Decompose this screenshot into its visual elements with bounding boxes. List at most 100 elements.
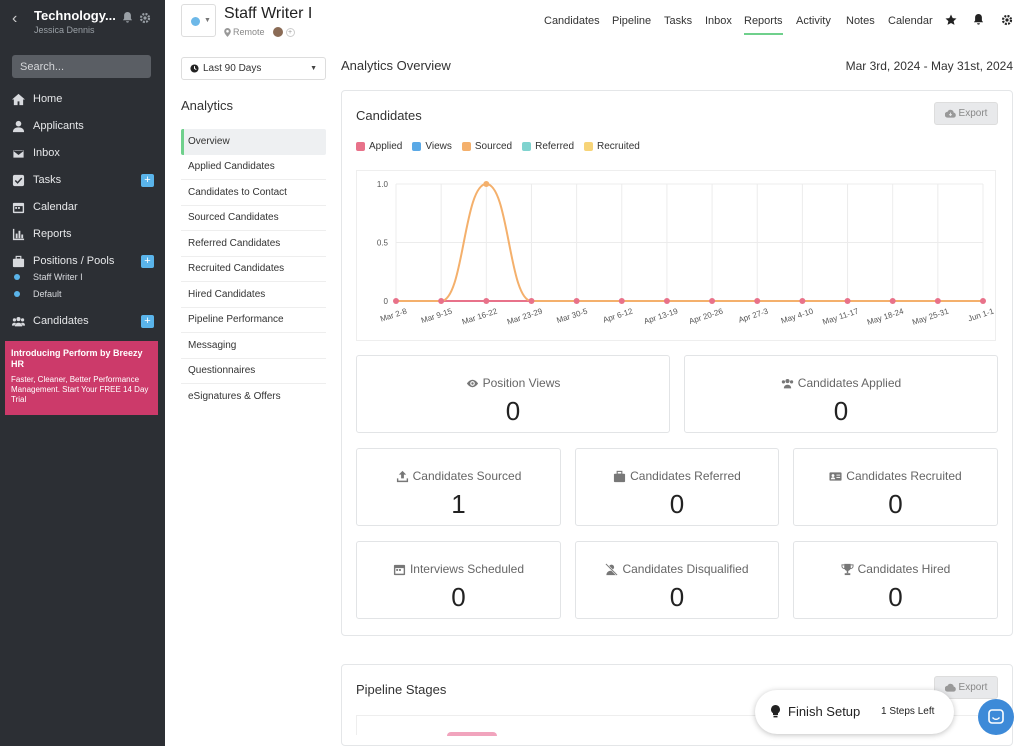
nav-tasks[interactable]: Tasks + [12, 171, 154, 189]
stat-label: Candidates Hired [857, 562, 951, 576]
stat-label-row: Candidates Hired [794, 562, 997, 576]
add-position-button[interactable]: + [141, 255, 154, 268]
analytics-menu-item[interactable]: Applied Candidates [181, 155, 326, 180]
users-icon [12, 316, 25, 326]
stat-label-row: Position Views [357, 376, 669, 390]
analytics-menu-item[interactable]: Pipeline Performance [181, 308, 326, 333]
tab-inbox[interactable]: Inbox [705, 15, 732, 27]
bell-icon[interactable] [122, 12, 133, 24]
tab-tasks[interactable]: Tasks [664, 15, 693, 27]
chevron-down-icon: ▼ [204, 17, 211, 24]
candidates-card: Candidates Export Applied Views Sourced … [341, 90, 1013, 636]
analytics-menu-item[interactable]: Hired Candidates [181, 282, 326, 308]
analytics-menu-item[interactable]: Candidates to Contact [181, 180, 326, 206]
stat-label-row: Candidates Sourced [357, 469, 560, 483]
nav-positions[interactable]: Positions / Pools + [12, 252, 154, 270]
legend-swatch [356, 142, 365, 151]
tab-calendar[interactable]: Calendar [888, 15, 933, 27]
stat-card[interactable]: Candidates Referred 0 [575, 448, 779, 526]
analytics-menu-item[interactable]: Messaging [181, 333, 326, 359]
x-tick-label: Mar 16-22 [461, 306, 499, 326]
date-range-value: Last 90 Days [203, 63, 262, 74]
data-point [663, 298, 670, 304]
cloud-download-icon [944, 109, 956, 118]
stat-card[interactable]: Candidates Hired 0 [793, 541, 998, 619]
finish-setup-button[interactable]: Finish Setup 1 Steps Left [755, 690, 954, 734]
add-candidate-button[interactable]: + [141, 315, 154, 328]
date-range-select[interactable]: Last 90 Days ▼ [181, 57, 326, 80]
search-input[interactable] [12, 55, 151, 78]
x-tick-label: May 18-24 [866, 306, 905, 326]
legend-item[interactable]: Applied [356, 141, 402, 152]
stat-card[interactable]: Candidates Applied 0 [684, 355, 998, 433]
nav-candidates[interactable]: Candidates + [12, 312, 154, 330]
data-point [438, 298, 445, 304]
stat-value: 0 [451, 582, 466, 612]
analytics-menu-item[interactable]: eSignatures & Offers [188, 391, 281, 403]
gear-icon[interactable] [1001, 14, 1013, 26]
user-name: Jessica Dennis [34, 25, 95, 35]
nav-label: Candidates [33, 315, 89, 327]
nav-label: Calendar [33, 201, 78, 213]
tab-notes[interactable]: Notes [846, 15, 875, 27]
analytics-menu-item[interactable]: Questionnaires [181, 359, 326, 384]
back-chevron-icon[interactable]: ‹ [12, 10, 18, 27]
legend-item[interactable]: Recruited [584, 141, 640, 152]
tab-candidates[interactable]: Candidates [544, 15, 600, 27]
legend-item[interactable]: Referred [522, 141, 574, 152]
stat-card[interactable]: Candidates Disqualified 0 [575, 541, 779, 619]
stat-card[interactable]: Candidates Sourced 1 [356, 448, 561, 526]
export-button[interactable]: Export [934, 102, 998, 125]
date-range-label: Mar 3rd, 2024 - May 31st, 2024 [845, 59, 1013, 73]
nav-inbox[interactable]: Inbox [12, 144, 152, 162]
nav-reports[interactable]: Reports [12, 225, 152, 243]
analytics-menu-item[interactable]: Referred Candidates [181, 231, 326, 257]
export-button[interactable]: Export [934, 676, 998, 699]
nav-calendar[interactable]: Calendar [12, 198, 152, 216]
x-tick-label: Mar 23-29 [506, 306, 544, 326]
nav-home[interactable]: Home [12, 90, 152, 108]
legend-item[interactable]: Sourced [461, 141, 512, 152]
analytics-menu-item[interactable]: Sourced Candidates [181, 206, 326, 231]
chat-button[interactable] [978, 699, 1014, 735]
stat-card[interactable]: Interviews Scheduled 0 [356, 541, 561, 619]
data-point [934, 298, 941, 304]
add-team-member-button[interactable]: + [285, 27, 295, 37]
legend-item[interactable]: Views [412, 141, 452, 152]
stat-card[interactable]: Candidates Recruited 0 [793, 448, 998, 526]
stat-label: Candidates Sourced [412, 469, 522, 483]
briefcase-icon [12, 255, 25, 267]
analytics-menu-item[interactable]: Overview [181, 129, 326, 155]
pool-label: Staff Writer I [33, 272, 83, 282]
stat-value: 0 [505, 396, 521, 426]
position-color-dropdown[interactable]: ▼ [181, 4, 216, 37]
star-icon[interactable] [945, 14, 957, 26]
tab-pipeline[interactable]: Pipeline [612, 15, 652, 27]
nav-label: Tasks [33, 174, 62, 186]
add-task-button[interactable]: + [141, 174, 154, 187]
company-name[interactable]: Technology... [34, 8, 116, 23]
pool-color-dot [14, 274, 20, 280]
nav-label: Reports [33, 228, 72, 240]
tab-activity[interactable]: Activity [796, 15, 831, 27]
tab-reports[interactable]: Reports [744, 15, 783, 35]
nav-applicants[interactable]: Applicants [12, 117, 152, 135]
calendar-icon [12, 202, 25, 213]
gear-icon[interactable] [139, 12, 151, 24]
stat-label-row: Interviews Scheduled [357, 562, 560, 576]
x-tick-label: Mar 30-5 [555, 306, 589, 325]
nav-label: Home [33, 93, 63, 105]
pool-item[interactable]: Staff Writer I [14, 272, 83, 282]
stat-value: 1 [451, 489, 466, 519]
x-tick-label: May 11-17 [821, 306, 860, 326]
legend-swatch [461, 142, 471, 151]
pool-item[interactable]: Default [14, 289, 62, 299]
bell-icon[interactable] [973, 14, 984, 26]
stat-card[interactable]: Position Views 0 [356, 355, 670, 433]
analytics-menu-item[interactable]: Recruited Candidates [181, 257, 326, 282]
promo-banner[interactable]: Introducing Perform by Breezy HR Faster,… [5, 341, 158, 415]
calendar-icon [393, 564, 406, 575]
avatar[interactable] [272, 27, 283, 37]
analytics-overview-title: Analytics Overview [341, 58, 451, 73]
sidebar-header: ‹ Technology... Jessica Dennis [12, 8, 157, 38]
